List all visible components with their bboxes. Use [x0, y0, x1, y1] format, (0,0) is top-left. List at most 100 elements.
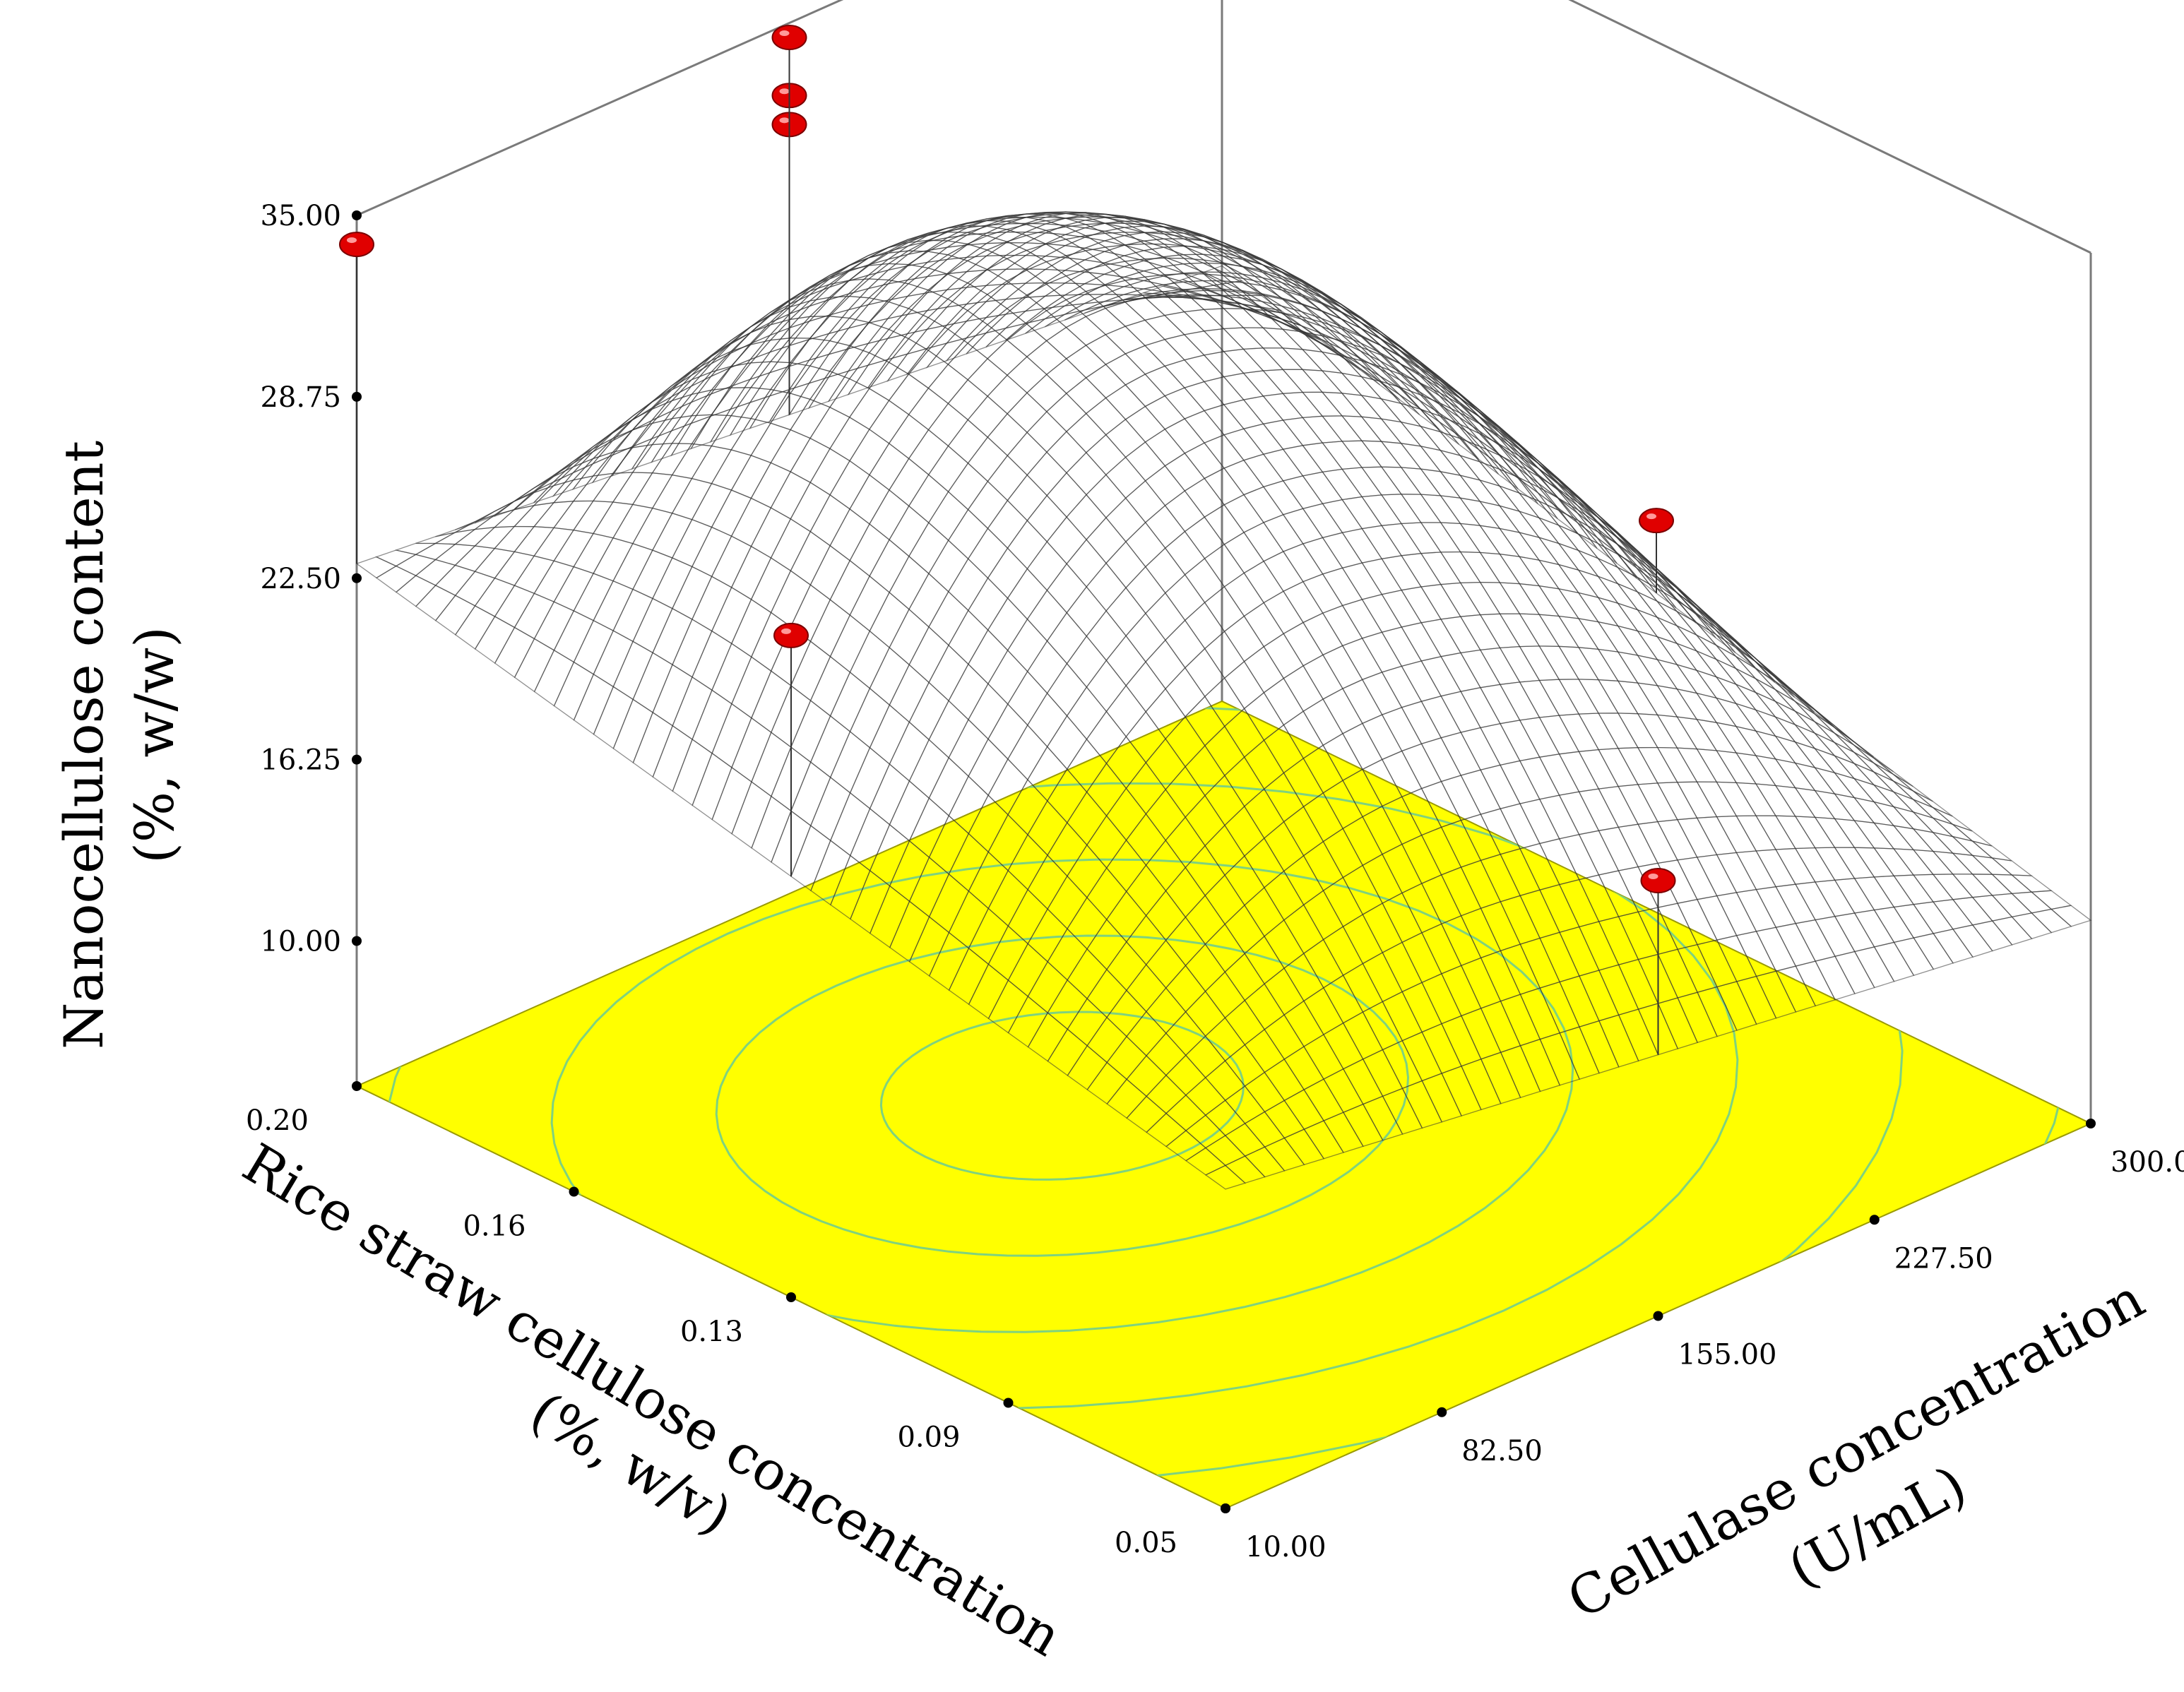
surface-cell — [1341, 528, 1383, 564]
surface-cell — [948, 718, 989, 778]
surface-cell — [1223, 399, 1264, 429]
surface-cell — [1637, 821, 1678, 864]
z-tick-label: 16.25 — [260, 744, 341, 777]
surface-cell — [1420, 655, 1462, 697]
surface-cell — [1262, 369, 1304, 394]
surface-cell — [869, 442, 910, 491]
surface-cell — [1676, 817, 1718, 858]
surface-cell — [1636, 609, 1678, 645]
surface-cell — [790, 641, 831, 702]
surface-cell — [985, 254, 1028, 271]
surface-cell — [533, 500, 575, 529]
surface-cell — [1007, 356, 1048, 394]
surface-cell — [1637, 713, 1678, 749]
surface-cell — [1123, 232, 1166, 245]
surface-cell — [1478, 525, 1521, 558]
surface-cell — [1401, 743, 1442, 790]
surface-cell — [1124, 374, 1166, 407]
surface-cell — [1459, 581, 1501, 616]
surface-cell — [1991, 916, 2033, 946]
surface-cell — [2011, 912, 2053, 940]
surface-cell — [751, 670, 792, 734]
surface-cell — [1164, 490, 1206, 532]
surface-cell — [651, 371, 692, 403]
surface-cell — [1046, 431, 1087, 474]
surface-cell — [1243, 645, 1285, 693]
surface-cell — [1853, 876, 1895, 911]
surface-cell — [1440, 551, 1481, 584]
surface-cell — [1046, 662, 1088, 717]
surface-cell — [987, 339, 1028, 376]
surface-cell — [671, 443, 713, 479]
surface-cell — [1321, 415, 1363, 442]
surface-cell — [1184, 410, 1225, 443]
surface-cell — [1696, 895, 1738, 941]
surface-cell — [1203, 351, 1245, 378]
surface-cell — [1735, 850, 1777, 890]
surface-cell — [1381, 665, 1423, 708]
surface-cell — [1873, 757, 1913, 787]
surface-cell — [1184, 516, 1225, 559]
surface-cell — [987, 649, 1028, 705]
surface-cell — [1577, 679, 1620, 714]
surface-cell — [1912, 874, 1954, 902]
surface-cell — [691, 482, 732, 528]
surface-cell — [1341, 467, 1383, 498]
x-tick-mark — [1653, 1311, 1663, 1321]
surface-cell — [1085, 397, 1127, 436]
surface-cell — [1223, 615, 1265, 662]
surface-cell — [1302, 654, 1343, 700]
surface-cell — [968, 683, 1009, 740]
surface-cell — [1262, 480, 1304, 516]
surface-cell — [1440, 732, 1482, 776]
surface-cell — [1086, 609, 1127, 662]
surface-cell — [1715, 722, 1757, 756]
surface-cell — [1459, 523, 1501, 555]
surface-cell — [809, 715, 851, 778]
surface-cell — [967, 528, 1009, 579]
surface-cell — [1696, 854, 1738, 897]
surface-cell — [928, 700, 969, 759]
surface-cell — [474, 577, 516, 617]
surface-cell — [1302, 573, 1343, 614]
surface-cell — [514, 526, 555, 556]
surface-cell — [1086, 660, 1127, 713]
surface-cell — [1401, 586, 1442, 624]
design-point — [771, 25, 807, 51]
surface-cell — [573, 673, 615, 735]
surface-cell — [1401, 660, 1442, 702]
surface-cell — [1578, 749, 1620, 790]
surface-cell — [1519, 799, 1560, 845]
surface-cell — [1320, 338, 1361, 365]
surface-cell — [1952, 924, 1993, 958]
surface-cell — [1400, 553, 1442, 588]
surface-cell — [1164, 452, 1206, 491]
surface-cell — [1656, 685, 1698, 720]
surface-cell — [1598, 785, 1639, 828]
surface-cell — [1499, 645, 1541, 683]
surface-cell — [1123, 243, 1166, 260]
surface-cell — [1361, 593, 1403, 633]
surface-cell — [1045, 326, 1087, 359]
surface-cell — [1597, 679, 1639, 715]
surface-cell — [908, 573, 949, 628]
surface-cell — [1794, 881, 1836, 921]
surface-cell — [1617, 747, 1658, 785]
surface-cell — [1774, 815, 1816, 850]
surface-cell — [927, 445, 969, 493]
surface-cell — [889, 505, 930, 557]
surface-cell — [1202, 308, 1245, 330]
surface-cell — [1873, 875, 1915, 908]
surface-cell — [1183, 309, 1225, 332]
surface-cell — [1401, 622, 1442, 662]
surface-cell — [573, 532, 614, 574]
surface-cell — [731, 781, 772, 849]
surface-cell — [1971, 854, 2014, 876]
surface-cell — [985, 282, 1027, 302]
surface-cell — [1420, 619, 1462, 657]
surface-cell — [749, 361, 792, 391]
surface-cell — [928, 644, 969, 702]
z-tick-label: 10.00 — [260, 926, 341, 958]
surface-cell — [1577, 618, 1620, 653]
z-axis-title-line1: Nanocellulose content — [52, 441, 115, 1049]
